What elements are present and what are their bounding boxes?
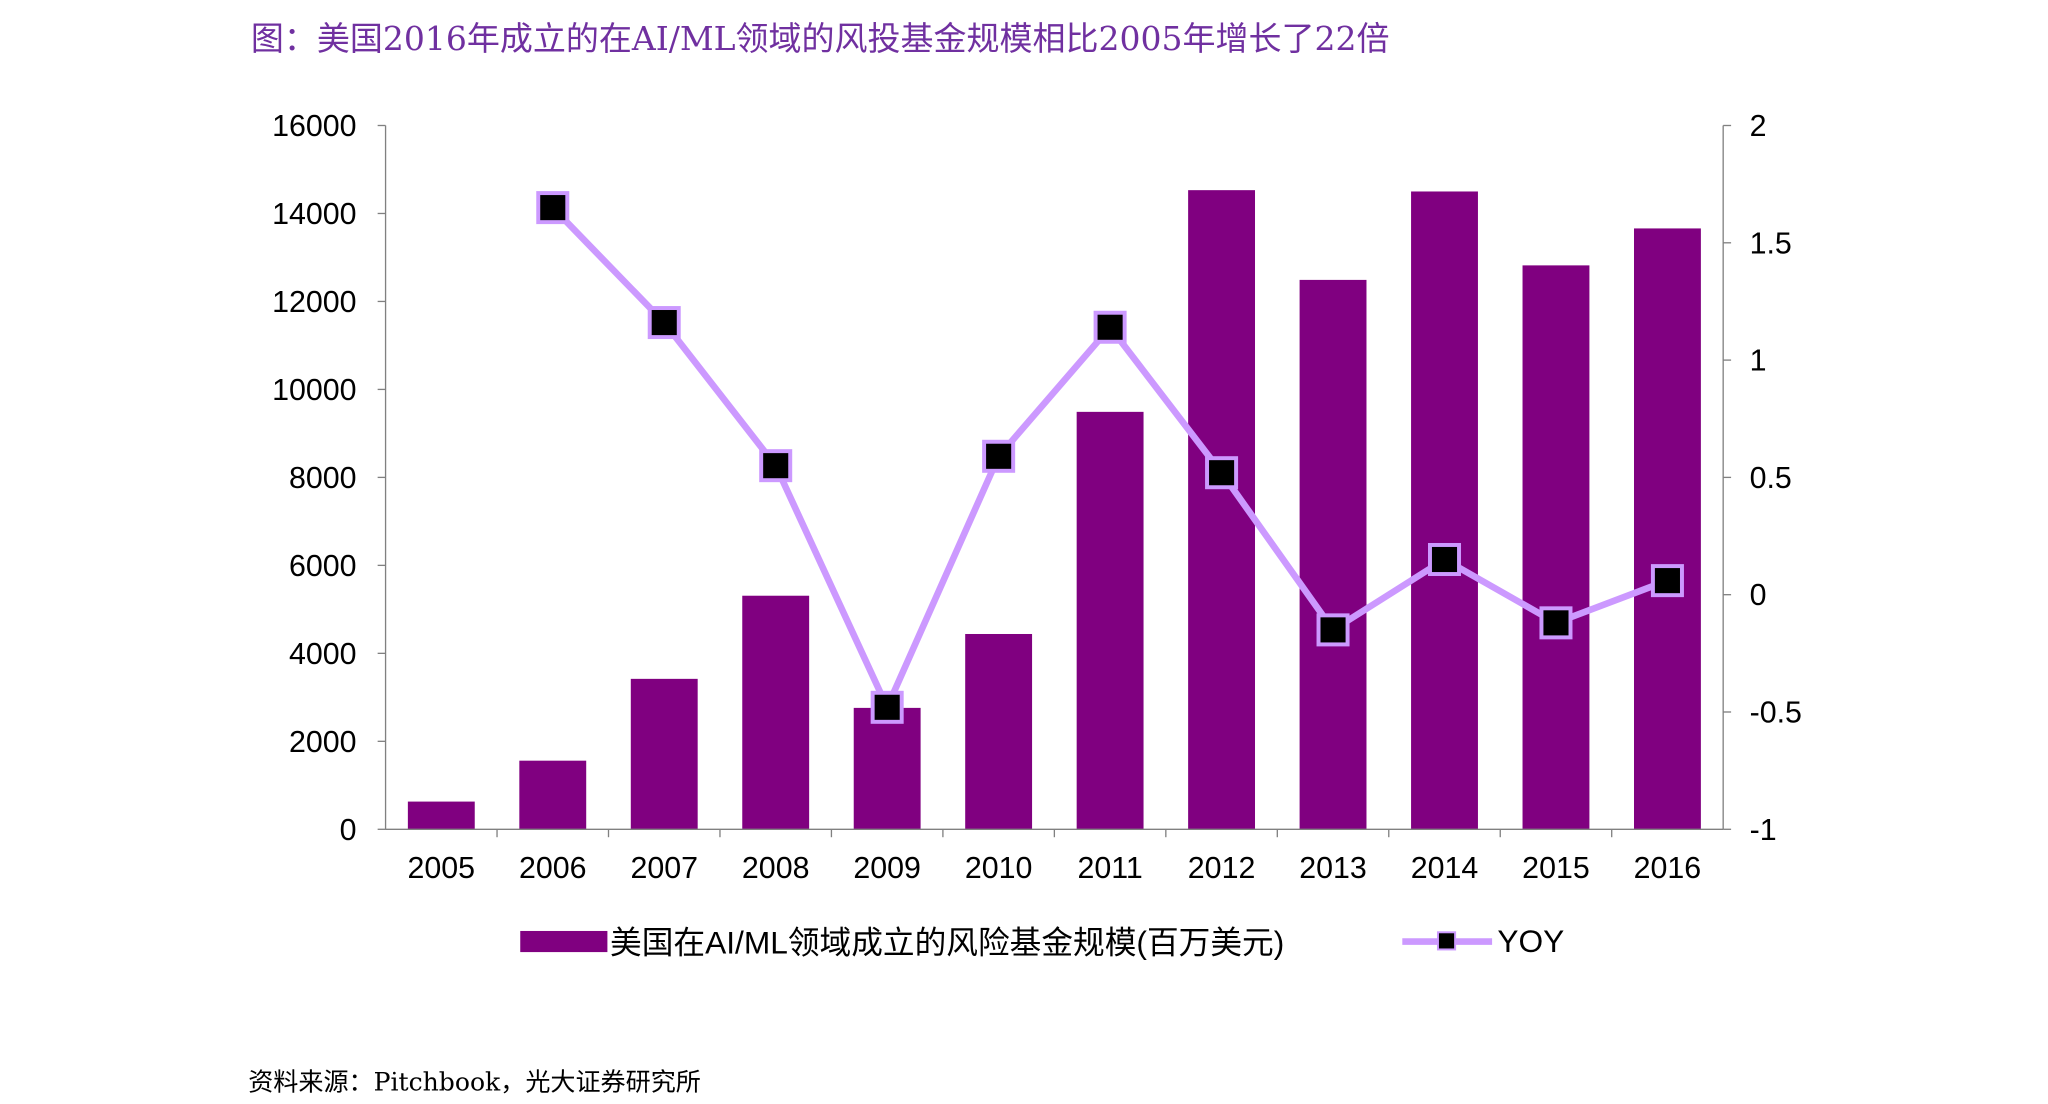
yoy-marker-2012 [1205,456,1239,490]
x-tick-label: 2007 [630,852,698,885]
legend-swatch-bar [520,930,608,953]
left-tick-label: 4000 [289,638,357,671]
x-tick-label: 2009 [853,852,921,885]
right-tick-label: 0 [1750,579,1767,612]
legend-label-bar: 美国在AI/ML领域成立的风险基金规模(百万美元) [610,924,1284,960]
left-tick-label: 2000 [289,726,357,759]
legend: 美国在AI/ML领域成立的风险基金规模(百万美元) YOY [520,923,1564,960]
yoy-line-layer [536,191,1684,724]
bar-2009 [853,707,921,830]
bar-2016 [1633,228,1701,830]
right-tick-label: 1 [1750,345,1767,378]
bar-2011 [1076,411,1144,830]
bars-layer [407,190,1701,830]
left-tick-label: 0 [340,814,357,847]
left-tick-label: 12000 [272,286,356,319]
x-tick-label: 2012 [1188,852,1256,885]
bar-2005 [407,801,475,830]
yoy-marker-2006 [536,191,570,225]
bar-2010 [965,633,1033,830]
source-note: 资料来源：Pitchbook，光大证券研究所 [248,1068,701,1097]
legend-label-line: YOY [1497,923,1564,959]
x-tick-label: 2014 [1411,852,1479,885]
yoy-marker-2009 [870,690,904,724]
right-tick-label: -1 [1750,814,1777,847]
bar-2007 [630,678,698,830]
bar-2014 [1411,191,1478,830]
left-tick-label: 6000 [289,550,357,583]
x-tick-label: 2011 [1077,852,1142,885]
x-tick-label: 2008 [742,852,810,885]
yoy-marker-2014 [1427,542,1462,577]
chart-title: 图：美国2016年成立的在AI/ML领域的风投基金规模相比2005年增长了22倍 [251,19,1390,58]
yoy-marker-2010 [982,439,1016,473]
x-tick-label: 2006 [519,852,587,885]
right-tick-label: 1.5 [1750,227,1792,260]
yoy-marker-2007 [647,306,681,340]
yoy-marker-2011 [1093,310,1127,344]
bar-2013 [1299,279,1367,830]
yoy-marker-2016 [1650,564,1684,598]
left-tick-label: 16000 [272,110,356,143]
x-tick-label: 2013 [1299,852,1367,885]
left-tick-label: 8000 [289,462,357,495]
yoy-marker-2013 [1316,613,1350,647]
right-tick-label: 2 [1750,110,1767,143]
x-tick-label: 2005 [408,852,476,885]
left-tick-label: 10000 [272,374,356,407]
bar-2008 [742,595,810,830]
right-tick-label: 0.5 [1750,462,1792,495]
bar-2015 [1522,265,1590,830]
axes-layer: 0 2000 4000 6000 8000 10000 12000 14000 16000 -1 -… [272,110,1802,885]
left-tick-label: 14000 [272,198,356,231]
yoy-marker-2015 [1539,606,1573,640]
x-tick-label: 2010 [965,852,1033,885]
yoy-marker-2008 [759,449,793,483]
right-tick-label: -0.5 [1750,697,1802,730]
bar-2006 [519,760,587,830]
x-tick-label: 2016 [1634,852,1702,885]
x-tick-label: 2015 [1522,852,1590,885]
legend-swatch-marker [1436,931,1457,951]
